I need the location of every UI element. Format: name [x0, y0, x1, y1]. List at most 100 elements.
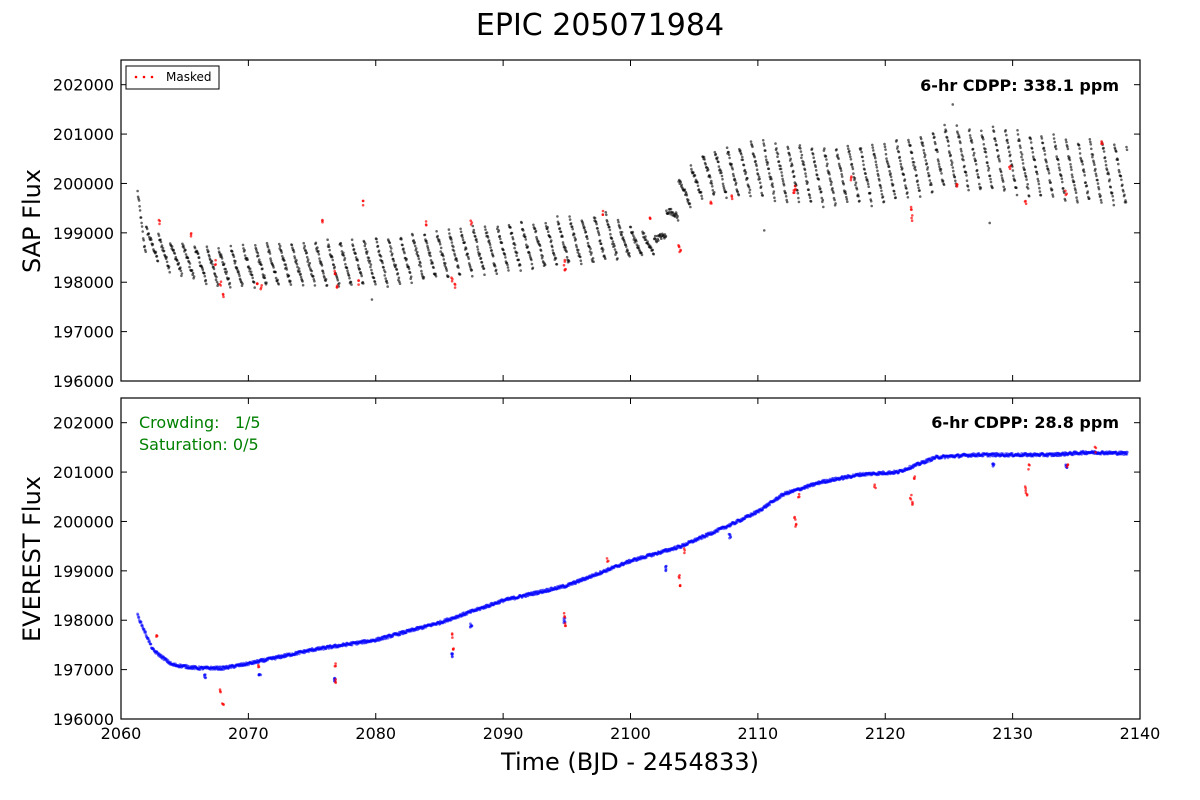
data-point-sap — [340, 244, 343, 248]
data-point-sap — [463, 241, 467, 244]
data-point-sap — [1094, 172, 1098, 176]
data-point-everest-dip — [203, 673, 207, 677]
legend-marker — [134, 75, 138, 79]
data-point-sap — [840, 173, 843, 176]
data-point-sap — [1085, 184, 1089, 187]
data-point-sap — [479, 256, 483, 260]
data-point-sap — [873, 152, 876, 156]
data-point-sap — [945, 136, 949, 139]
data-point-sap — [1051, 195, 1055, 198]
data-point-sap — [789, 157, 792, 161]
data-point-sap — [829, 183, 833, 186]
data-point-sap — [1073, 184, 1076, 187]
data-point-sap — [198, 261, 201, 264]
data-point-sap — [297, 267, 301, 270]
data-point-sap — [165, 260, 169, 264]
data-point-sap — [452, 245, 455, 249]
data-point-sap — [332, 263, 336, 267]
data-point-sap — [458, 273, 462, 276]
data-point-sap — [1013, 179, 1017, 182]
data-point-sap — [484, 228, 487, 231]
data-point-sap — [825, 164, 829, 168]
data-point-sap — [580, 262, 583, 266]
data-point-sap — [420, 269, 423, 273]
data-point-sap — [594, 220, 598, 224]
data-point-sap — [918, 189, 921, 192]
data-point-sap — [1125, 148, 1129, 152]
data-point-sap — [811, 152, 815, 156]
data-point-everest — [148, 640, 152, 644]
data-point-masked — [424, 223, 428, 226]
data-point-sap — [1005, 133, 1008, 137]
data-point-sap — [1083, 174, 1086, 177]
data-point-sap — [136, 189, 139, 193]
data-point-sap — [812, 156, 815, 159]
data-point-sap — [229, 244, 233, 248]
data-point-sap — [510, 231, 514, 235]
data-point-sap — [780, 171, 783, 174]
data-point-sap — [1030, 147, 1034, 150]
data-point-sap — [796, 191, 800, 195]
data-point-sap — [473, 231, 476, 235]
data-point-sap — [491, 254, 495, 258]
data-point-sap — [733, 179, 737, 182]
data-point-sap — [711, 189, 715, 192]
data-point-sap — [426, 246, 430, 250]
data-point-sap — [938, 165, 941, 168]
data-point-sap — [452, 249, 456, 253]
data-point-masked — [912, 476, 916, 480]
data-point-masked — [601, 213, 605, 216]
data-point-sap — [325, 284, 329, 287]
data-point-sap — [301, 280, 304, 283]
data-point-sap — [825, 158, 828, 161]
data-point-masked — [220, 702, 224, 705]
data-point-sap — [845, 195, 848, 199]
data-point-sap — [1033, 158, 1037, 162]
data-point-sap — [903, 178, 907, 181]
data-point-sap — [278, 244, 282, 248]
data-point-sap — [1109, 185, 1112, 189]
data-point-sap — [930, 183, 933, 186]
data-point-sap — [551, 249, 555, 252]
data-point-sap — [699, 190, 703, 194]
data-point-sap — [716, 156, 719, 159]
data-point-masked — [648, 216, 652, 219]
data-point-sap — [488, 243, 492, 246]
data-point-sap — [559, 230, 563, 234]
data-point-sap — [1066, 145, 1069, 148]
data-point-sap — [1043, 153, 1047, 156]
data-point-sap — [832, 191, 835, 195]
data-point-masked — [452, 647, 455, 650]
data-point-sap — [455, 259, 459, 263]
data-point-sap — [751, 145, 754, 149]
data-point-sap — [861, 155, 864, 159]
data-point-sap — [442, 258, 446, 261]
data-point-sap — [524, 238, 528, 241]
data-point-sap — [997, 157, 1001, 161]
data-point-masked — [793, 515, 796, 519]
data-point-sap — [499, 237, 502, 241]
data-point-sap — [977, 176, 980, 179]
data-point-sap — [767, 167, 771, 171]
data-point-masked — [1094, 446, 1098, 450]
data-point-sap — [860, 150, 863, 154]
data-point-sap — [965, 179, 969, 182]
data-point-sap — [447, 275, 450, 278]
data-point-masked — [424, 220, 428, 223]
data-point-sap — [844, 192, 848, 195]
data-point-sap — [1096, 178, 1099, 182]
data-point-sap — [774, 142, 777, 145]
data-point-sap — [577, 248, 580, 252]
data-point-sap — [277, 242, 281, 246]
data-point-sap — [728, 156, 731, 160]
data-point-sap — [854, 181, 858, 184]
data-point-sap — [692, 171, 695, 174]
data-point-sap — [170, 245, 174, 248]
data-point-sap — [911, 157, 914, 160]
data-point-masked — [1065, 192, 1068, 195]
data-point-sap — [906, 196, 910, 199]
data-point-sap — [989, 180, 993, 184]
data-point-sap — [277, 283, 281, 286]
data-point-sap — [952, 169, 955, 173]
data-point-sap — [182, 246, 186, 249]
